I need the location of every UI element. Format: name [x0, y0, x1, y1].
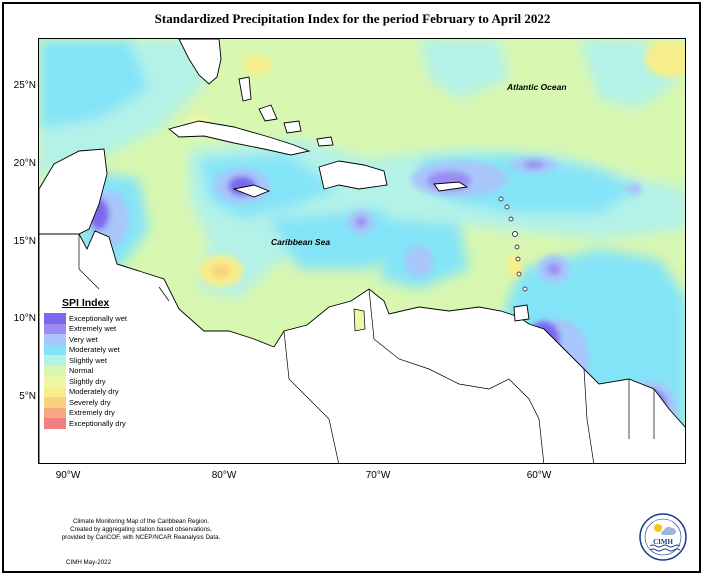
legend-swatch	[44, 376, 66, 387]
cimh-logo	[639, 513, 687, 561]
lon-label-70w: 70°W	[365, 470, 391, 481]
legend-item: Very wet	[44, 334, 174, 345]
legend-label: Exceptionally wet	[69, 313, 127, 323]
country-borders	[78, 234, 655, 463]
legend-label: Extremely dry	[69, 408, 115, 418]
lat-label-15n: 15°N	[13, 236, 36, 247]
legend-swatch	[44, 418, 66, 429]
legend-item: Exceptionally dry	[44, 418, 174, 429]
legend-item: Normal	[44, 365, 174, 376]
lon-label-90w: 90°W	[55, 470, 81, 481]
lat-label-5n: 5°N	[19, 391, 36, 402]
map-graphic	[39, 39, 685, 463]
legend-swatch	[44, 313, 66, 324]
legend-label: Very wet	[69, 334, 98, 344]
lat-label-20n: 20°N	[13, 158, 36, 169]
legend-item: Exceptionally wet	[44, 313, 174, 324]
legend-label: Exceptionally dry	[69, 418, 126, 428]
legend-label: Moderately dry	[69, 387, 119, 397]
legend-label: Slightly wet	[69, 355, 107, 365]
lesser-antilles	[498, 196, 528, 292]
footnote-line-3: provided by CariCOF, with NCEP/NCAR Rean…	[61, 534, 221, 541]
legend-swatch	[44, 355, 66, 366]
spi-legend: SPI Index Exceptionally wet Extremely wet…	[44, 297, 174, 429]
legend-swatch	[44, 323, 66, 334]
cimh-logo-text: CIMH	[653, 538, 673, 546]
footnote-line-2: Created by aggregating station based obs…	[70, 526, 212, 533]
land-masses	[39, 39, 685, 463]
footnote-date: CIMH May-2022	[66, 559, 112, 566]
legend-label: Moderately wet	[69, 345, 120, 355]
legend-swatch	[44, 397, 66, 408]
spi-map: Atlantic Ocean Caribbean Sea	[38, 38, 686, 464]
legend-title: SPI Index	[62, 297, 110, 309]
legend-label: Extremely wet	[69, 324, 117, 334]
legend-swatch	[44, 334, 66, 345]
lat-label-25n: 25°N	[13, 80, 36, 91]
legend-swatch	[44, 365, 66, 376]
legend-label: Severely dry	[69, 397, 111, 407]
legend-item: Slightly dry	[44, 376, 174, 387]
lat-label-10n: 10°N	[13, 313, 36, 324]
footnote-line-1: Climate Monitoring Map of the Caribbean …	[73, 518, 209, 525]
legend-item: Moderately wet	[44, 344, 174, 355]
legend-item: Extremely wet	[44, 323, 174, 334]
legend-label: Normal	[69, 366, 94, 376]
lon-label-60w: 60°W	[526, 470, 552, 481]
legend-item: Slightly wet	[44, 355, 174, 366]
lake-maracaibo	[353, 308, 366, 332]
legend-item: Extremely dry	[44, 407, 174, 418]
legend-label: Slightly dry	[69, 376, 106, 386]
caribbean-sea-label: Caribbean Sea	[271, 237, 331, 247]
lon-label-80w: 80°W	[211, 470, 237, 481]
legend-item: Moderately dry	[44, 386, 174, 397]
legend-item: Severely dry	[44, 397, 174, 408]
legend-swatch	[44, 344, 66, 355]
legend-rows: Exceptionally wet Extremely wet Very wet Mo…	[44, 313, 174, 429]
atlantic-ocean-label: Atlantic Ocean	[507, 82, 567, 92]
map-title: Standardized Precipitation Index for the…	[154, 11, 551, 26]
footnote: Climate Monitoring Map of the Caribbean …	[36, 518, 246, 542]
legend-swatch	[44, 407, 66, 418]
legend-swatch	[44, 386, 66, 397]
